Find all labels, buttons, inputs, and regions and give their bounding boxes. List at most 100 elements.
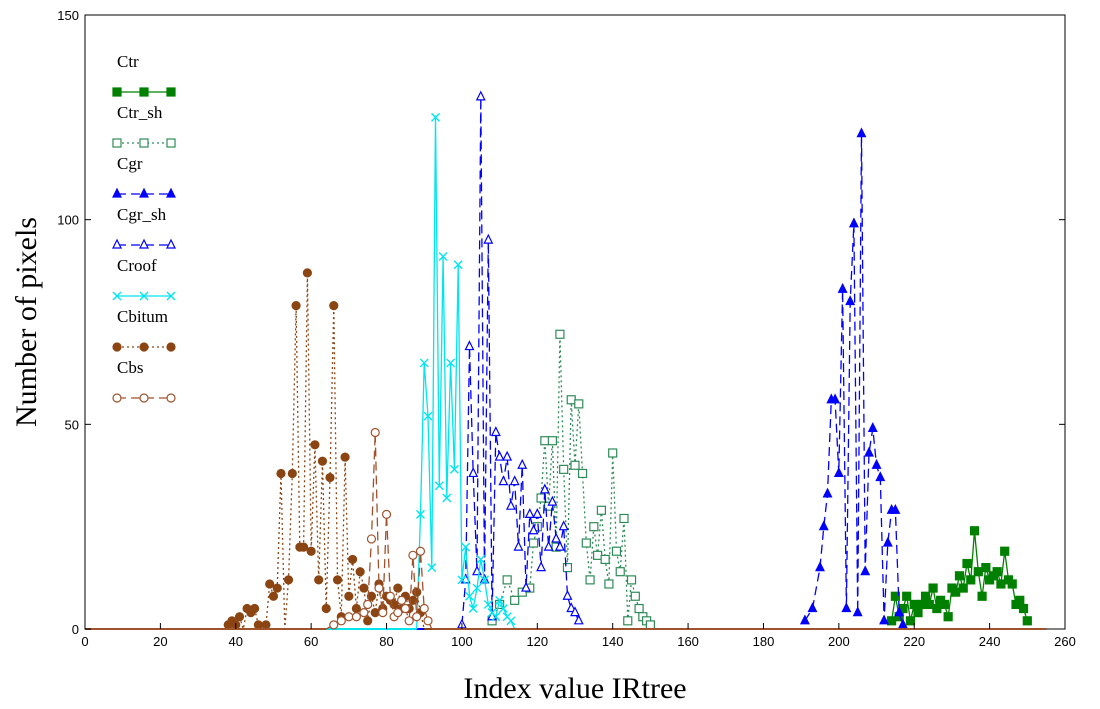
data-point (943, 612, 953, 622)
data-point (521, 581, 531, 592)
data-point (302, 268, 312, 278)
data-point (822, 487, 833, 498)
data-point (498, 475, 509, 486)
data-point (807, 602, 818, 613)
data-point (476, 554, 486, 564)
legend-label: Ctr_sh (117, 103, 163, 122)
data-point (423, 411, 433, 421)
legend-entry-cbitum: Cbitum (112, 307, 176, 352)
data-point (570, 460, 580, 470)
data-point (517, 458, 528, 469)
data-point (423, 616, 433, 626)
legend-marker (166, 393, 176, 403)
data-point (841, 602, 852, 613)
data-point (438, 252, 448, 262)
data-point (958, 583, 968, 593)
data-point (408, 595, 418, 605)
data-point (577, 468, 588, 479)
data-point (351, 612, 361, 622)
legend-marker (139, 138, 149, 148)
legend-marker (112, 138, 122, 148)
x-tick-label: 80 (379, 634, 393, 649)
data-point (615, 567, 625, 577)
data-point (860, 565, 871, 576)
data-point (532, 508, 543, 518)
data-point (344, 612, 354, 622)
data-point (573, 614, 584, 625)
data-point (291, 301, 301, 311)
data-point (799, 614, 810, 625)
data-point (498, 604, 508, 614)
data-point (559, 464, 569, 474)
data-point (272, 583, 282, 593)
data-point (491, 612, 501, 622)
data-point (442, 493, 452, 503)
x-tick-label: 240 (979, 634, 1001, 649)
data-point (494, 450, 505, 461)
data-point (871, 458, 882, 469)
data-point (905, 616, 916, 626)
data-point (585, 575, 595, 585)
data-point (604, 579, 614, 589)
data-point (502, 575, 512, 585)
data-point (909, 599, 919, 610)
data-point (856, 127, 867, 138)
data-point (623, 616, 633, 626)
data-point (415, 546, 426, 556)
data-point (887, 616, 897, 626)
data-point (966, 575, 976, 585)
data-point (879, 614, 890, 625)
data-point (332, 575, 343, 585)
data-point (589, 522, 599, 532)
data-point (917, 599, 927, 610)
data-point (513, 540, 524, 551)
data-point (547, 495, 558, 506)
legend-marker (166, 138, 176, 148)
data-point (539, 483, 550, 494)
data-point (867, 422, 878, 433)
data-point (355, 567, 365, 577)
legend-marker (112, 187, 122, 198)
series-layer (85, 90, 1047, 630)
data-point (830, 393, 841, 404)
data-point (464, 340, 475, 351)
x-tick-label: 160 (677, 634, 699, 649)
x-tick-label: 260 (1054, 634, 1076, 649)
data-point (554, 540, 565, 551)
axes: 0 20 40 60 80 100 120 140 160 180 200 220 240 260 0 50 1… (57, 8, 1076, 649)
legend-marker (139, 342, 149, 352)
legend-marker (166, 187, 176, 198)
data-point (434, 481, 444, 491)
data-point (969, 526, 980, 536)
data-point (483, 233, 494, 244)
data-point (412, 612, 422, 622)
x-tick-label: 180 (753, 634, 775, 649)
data-point (253, 620, 263, 630)
legend: Ctr Ctr_sh Cgr Cgr_sh Croof Cbitum Cbs (112, 52, 176, 403)
data-point (419, 603, 429, 614)
data-point (506, 616, 516, 626)
legend-marker (112, 393, 122, 403)
data-point (977, 591, 987, 601)
data-point (920, 591, 931, 601)
data-point (524, 508, 535, 518)
x-tick-label: 60 (304, 634, 318, 649)
data-point (932, 603, 942, 614)
legend-marker (166, 87, 176, 97)
data-point (468, 604, 478, 614)
data-point (570, 606, 580, 617)
y-tick-label: 50 (65, 417, 79, 432)
data-point (457, 575, 467, 585)
data-point (510, 595, 520, 605)
data-point (366, 534, 377, 544)
data-point (1000, 546, 1010, 556)
data-point (897, 618, 908, 629)
data-point (261, 620, 271, 630)
data-point (536, 561, 547, 572)
legend-entry-ctr-sh: Ctr_sh (112, 103, 176, 148)
data-point (528, 538, 539, 548)
data-point (419, 358, 429, 368)
data-point (366, 591, 377, 601)
data-point (882, 536, 893, 547)
y-tick-label: 100 (57, 213, 79, 228)
